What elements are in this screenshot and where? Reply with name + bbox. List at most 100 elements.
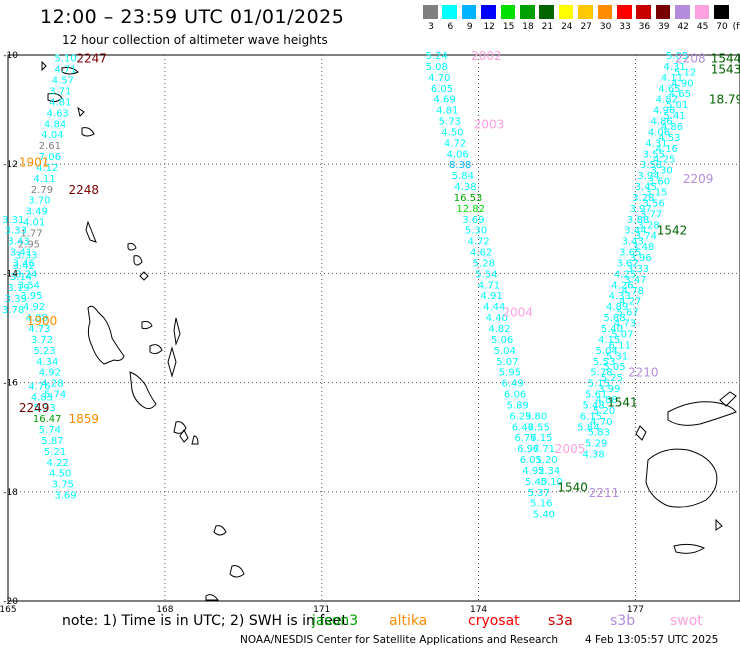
color-swatch bbox=[558, 5, 575, 19]
color-scale-label: 9 bbox=[466, 22, 473, 32]
wave-height-value: 5.54 bbox=[475, 269, 497, 280]
wave-height-value: 5.88 bbox=[603, 313, 625, 324]
wave-height-value: 4.88 bbox=[596, 395, 618, 406]
wave-height-value: 4.26 bbox=[611, 280, 633, 291]
wave-height-value: 5.78 bbox=[590, 368, 612, 379]
color-swatch bbox=[500, 5, 517, 19]
wave-height-value: 3.69 bbox=[54, 491, 76, 502]
wave-height-value: 16.47 bbox=[33, 414, 62, 425]
wave-height-value: 4.28 bbox=[41, 379, 63, 390]
wave-height-value: 5.73 bbox=[439, 117, 461, 128]
pass-number-label: 1541 bbox=[607, 396, 638, 410]
chart-subtitle: 12 hour collection of altimeter wave hei… bbox=[62, 33, 328, 47]
wave-height-value: 5.06 bbox=[491, 335, 513, 346]
wave-height-value: 4.04 bbox=[41, 130, 63, 141]
wave-height-value: 4.92 bbox=[39, 368, 61, 379]
pass-number-label: 2248 bbox=[69, 183, 100, 197]
island-malekula bbox=[129, 371, 157, 410]
wave-height-value: 3.45 bbox=[635, 182, 657, 193]
wave-height-value: 5.04 bbox=[494, 346, 516, 357]
wave-height-value: 6.71 bbox=[533, 444, 555, 455]
pass-number-label: 2003 bbox=[474, 117, 505, 131]
pass-number-label: 2209 bbox=[683, 172, 714, 186]
wave-height-value: 4.15 bbox=[598, 335, 620, 346]
legend-swot: swot bbox=[670, 613, 703, 629]
color-swatch bbox=[675, 5, 691, 19]
lon-tick-label: 168 bbox=[156, 605, 173, 615]
wave-height-value: 4.16 bbox=[656, 144, 678, 155]
lat-tick-label: -16 bbox=[3, 379, 18, 389]
pass-number-label: 2208 bbox=[675, 52, 706, 66]
wave-height-value: 5.34 bbox=[538, 466, 560, 477]
wave-height-value: 4.71 bbox=[54, 65, 76, 76]
pass-number-label: 2249 bbox=[19, 401, 50, 415]
wave-height-value: 4.01 bbox=[23, 218, 45, 229]
wave-height-value: 3.96 bbox=[630, 253, 652, 264]
wave-height-value: 5.83 bbox=[588, 428, 610, 439]
wave-height-value: 5.30 bbox=[465, 226, 487, 237]
legend-s3a: s3a bbox=[548, 613, 573, 629]
wave-height-value: 4.92 bbox=[522, 466, 544, 477]
coastlines bbox=[41, 60, 737, 601]
color-scale-label: 15 bbox=[502, 22, 515, 32]
wave-height-value: 4.11 bbox=[661, 73, 683, 84]
altimeter-tracks: 5.104.714.573.714.814.634.844.042.617.06… bbox=[2, 51, 696, 521]
color-scale-label: 42 bbox=[677, 22, 689, 32]
wave-height-value: 3.74 bbox=[635, 231, 657, 242]
wave-height-value: 3.42 bbox=[13, 261, 35, 272]
wave-height-value: 1.77 bbox=[20, 228, 42, 239]
wave-height-value: 5.10 bbox=[541, 477, 563, 488]
wave-height-value: 5.84 bbox=[452, 171, 474, 182]
pass-number-label: 2002 bbox=[471, 49, 502, 63]
wave-height-value: 6.01 bbox=[520, 455, 542, 466]
wave-height-value: 3.28 bbox=[637, 220, 659, 231]
wave-height-value: 5.74 bbox=[39, 425, 61, 436]
axis-labels: 165 168 171 174 177 -10 -12 -14 -16 -18 -20 bbox=[0, 51, 644, 615]
island-fiji-lau bbox=[715, 518, 723, 531]
wave-height-value: 4.38 bbox=[582, 450, 604, 461]
wave-height-value: 4.65 bbox=[658, 84, 680, 95]
wave-height-value: 4.72 bbox=[467, 237, 489, 248]
wave-height-value: 8.38 bbox=[449, 160, 471, 171]
color-swatch bbox=[539, 5, 555, 19]
island-santa-cruz-2 bbox=[61, 67, 79, 75]
wave-height-value: 5.20 bbox=[593, 406, 615, 417]
wave-height-value: 6.15 bbox=[530, 433, 552, 444]
wave-height-value: 3.30 bbox=[650, 166, 672, 177]
wave-height-value: 3.31 bbox=[2, 215, 24, 226]
wave-height-value: 4.65 bbox=[669, 89, 691, 100]
wave-height-value: 4.81 bbox=[49, 97, 71, 108]
wave-height-value: 4.78 bbox=[622, 286, 644, 297]
wave-height-value: 6.15 bbox=[580, 411, 602, 422]
color-swatch bbox=[461, 5, 478, 19]
map-frame bbox=[7, 54, 740, 602]
color-scale-label: 39 bbox=[658, 22, 670, 32]
wave-height-value: 3.33 bbox=[15, 250, 37, 261]
legend-altika: altika bbox=[389, 613, 428, 629]
wave-height-value: 2.79 bbox=[31, 185, 53, 196]
island-new-caledonia-north bbox=[213, 525, 227, 536]
wave-height-value: 4.33 bbox=[609, 291, 631, 302]
wave-height-value: 4.53 bbox=[658, 133, 680, 144]
wave-height-value: 5.80 bbox=[525, 411, 547, 422]
wave-height-value: 4.08 bbox=[26, 313, 48, 324]
wave-height-value: 2.61 bbox=[39, 141, 61, 152]
pass-number-label: 1542 bbox=[657, 224, 688, 238]
color-scale-label: 12 bbox=[483, 22, 495, 32]
wave-height-value: 4.40 bbox=[486, 313, 508, 324]
island-fiji-yasawa bbox=[635, 425, 647, 441]
wave-height-value: 4.31 bbox=[645, 138, 667, 149]
color-scale-label: 6 bbox=[447, 22, 454, 32]
wave-height-value: 5.84 bbox=[577, 422, 599, 433]
wave-height-value: 4.83 bbox=[31, 392, 53, 403]
pass-number-label: 2247 bbox=[76, 52, 107, 66]
wave-height-value: 4.82 bbox=[488, 324, 510, 335]
wave-height-value: 4.84 bbox=[44, 119, 66, 130]
wave-height-value: 4.73 bbox=[28, 324, 50, 335]
island-loyalty-2 bbox=[205, 594, 220, 601]
note-text: note: 1) Time is in UTC; 2) SWH is in fe… bbox=[62, 613, 348, 629]
wave-height-value: 4.27 bbox=[619, 297, 641, 308]
island-fiji-kadavu bbox=[673, 543, 706, 554]
wave-height-value: 4.34 bbox=[36, 357, 58, 368]
color-scale-label: 45 bbox=[696, 22, 709, 32]
